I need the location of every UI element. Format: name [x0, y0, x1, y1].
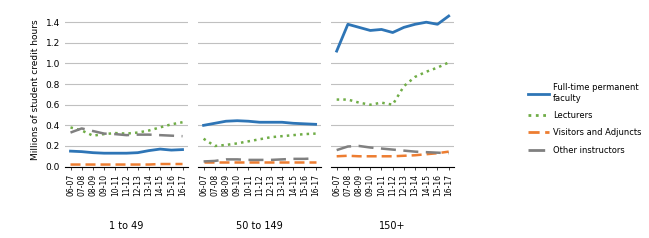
Legend: Full-time permanent
faculty, Lecturers, Visitors and Adjuncts, Other instructors: Full-time permanent faculty, Lecturers, … [524, 80, 645, 158]
X-axis label: 150+: 150+ [380, 222, 406, 232]
Y-axis label: Millions of student credit hours: Millions of student credit hours [31, 19, 40, 159]
X-axis label: 50 to 149: 50 to 149 [236, 222, 283, 232]
X-axis label: 1 to 49: 1 to 49 [109, 222, 143, 232]
